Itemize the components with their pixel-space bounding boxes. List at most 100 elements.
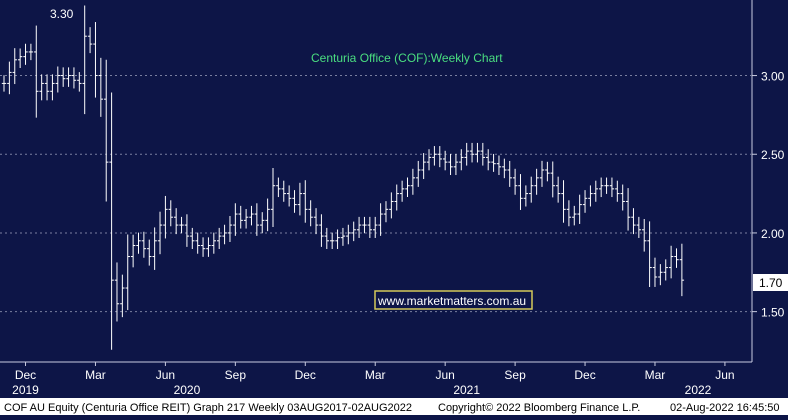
price-bar bbox=[55, 66, 60, 93]
price-bar bbox=[195, 232, 200, 254]
footer-security-info: COF AU Equity (Centuria Office REIT) Gra… bbox=[4, 402, 412, 414]
price-bar bbox=[346, 224, 351, 245]
price-bar bbox=[340, 227, 346, 246]
price-bar bbox=[507, 160, 512, 187]
price-bar bbox=[23, 43, 28, 65]
price-bar bbox=[383, 201, 389, 223]
price-bar bbox=[555, 176, 561, 203]
price-bar bbox=[604, 177, 609, 194]
price-bar bbox=[12, 48, 17, 85]
last-price-label: 1.70 bbox=[759, 276, 783, 290]
price-bar bbox=[416, 160, 421, 187]
price-bar bbox=[442, 150, 448, 171]
price-bar bbox=[292, 190, 297, 213]
price-bar bbox=[260, 212, 265, 234]
price-bar bbox=[464, 142, 469, 166]
x-tick-label: Sep bbox=[504, 368, 526, 382]
price-bar bbox=[378, 203, 383, 236]
price-bar bbox=[60, 67, 66, 87]
price-bar bbox=[227, 216, 233, 242]
price-bar bbox=[421, 153, 426, 180]
y-tick-label: 2.00 bbox=[761, 227, 785, 241]
price-bar bbox=[7, 61, 12, 95]
price-bar bbox=[475, 142, 480, 163]
price-bar bbox=[679, 243, 685, 297]
x-tick-label: Mar bbox=[85, 368, 106, 382]
price-bar bbox=[211, 232, 217, 254]
x-year-label: 2019 bbox=[12, 383, 39, 397]
price-bar bbox=[281, 180, 286, 202]
price-bar bbox=[249, 205, 254, 226]
price-bar bbox=[286, 185, 292, 207]
price-bar bbox=[270, 168, 276, 228]
price-bar bbox=[179, 216, 184, 234]
price-bar bbox=[120, 274, 125, 318]
price-bar bbox=[104, 59, 109, 202]
price-bar bbox=[577, 194, 582, 224]
price-bar bbox=[163, 195, 168, 239]
price-bar bbox=[593, 180, 598, 202]
price-bar bbox=[588, 185, 593, 207]
price-bar bbox=[152, 227, 157, 270]
x-tick-label: Jun bbox=[715, 368, 734, 382]
price-bar bbox=[254, 203, 260, 236]
watermark-box bbox=[374, 290, 533, 310]
price-bar bbox=[44, 74, 50, 101]
price-bar bbox=[114, 262, 120, 322]
price-bar bbox=[141, 231, 147, 258]
x-tick-label: Dec bbox=[15, 368, 36, 382]
price-bar bbox=[77, 72, 82, 92]
price-bar bbox=[200, 237, 206, 257]
price-bar bbox=[572, 205, 577, 226]
price-bar bbox=[539, 160, 545, 187]
price-bar bbox=[615, 180, 620, 202]
price-bar bbox=[238, 205, 243, 229]
price-bar bbox=[631, 208, 636, 235]
price-bar bbox=[642, 219, 647, 252]
price-bar bbox=[17, 48, 23, 68]
footer-timestamp: 02-Aug-2022 16:45:50 bbox=[670, 402, 779, 414]
price-bar bbox=[190, 227, 195, 249]
price-bar bbox=[534, 168, 539, 195]
watermark-text: www.marketmatters.com.au bbox=[377, 294, 526, 308]
price-bar bbox=[243, 209, 249, 229]
price-bars bbox=[1, 5, 685, 350]
price-bar bbox=[469, 142, 475, 163]
price-bar bbox=[582, 190, 588, 213]
price-bar bbox=[502, 158, 507, 179]
price-bar bbox=[625, 188, 631, 231]
price-bar bbox=[265, 198, 270, 232]
x-tick-label: Sep bbox=[225, 368, 247, 382]
price-bar bbox=[303, 180, 308, 223]
price-bar bbox=[518, 174, 523, 210]
high-annotation: 3.30 bbox=[50, 7, 74, 21]
price-bar bbox=[297, 182, 303, 216]
price-bar bbox=[620, 184, 625, 211]
price-bar bbox=[647, 221, 652, 288]
price-bar bbox=[496, 155, 502, 176]
price-bar bbox=[426, 149, 432, 171]
price-bar bbox=[319, 214, 324, 247]
footer-copyright: Copyright© 2022 Bloomberg Finance L.P. bbox=[438, 402, 640, 414]
price-bar bbox=[598, 177, 604, 198]
price-bar bbox=[147, 239, 152, 266]
price-bar bbox=[313, 208, 319, 235]
price-bar bbox=[157, 211, 163, 255]
price-bar bbox=[71, 67, 77, 89]
y-tick-layer: 3.00 2.50 2.00 1.50 bbox=[752, 70, 785, 320]
x-tick-label: Dec bbox=[574, 368, 595, 382]
price-bar bbox=[136, 232, 141, 254]
price-bar bbox=[168, 200, 173, 227]
price-bar bbox=[399, 180, 405, 202]
price-bar bbox=[356, 216, 362, 238]
price-bar bbox=[308, 200, 313, 227]
price-bar bbox=[184, 214, 190, 247]
price-bar bbox=[373, 216, 378, 238]
x-year-label: 2021 bbox=[453, 383, 480, 397]
price-bar bbox=[410, 168, 416, 195]
price-bar bbox=[432, 146, 437, 166]
price-bar bbox=[609, 177, 615, 198]
